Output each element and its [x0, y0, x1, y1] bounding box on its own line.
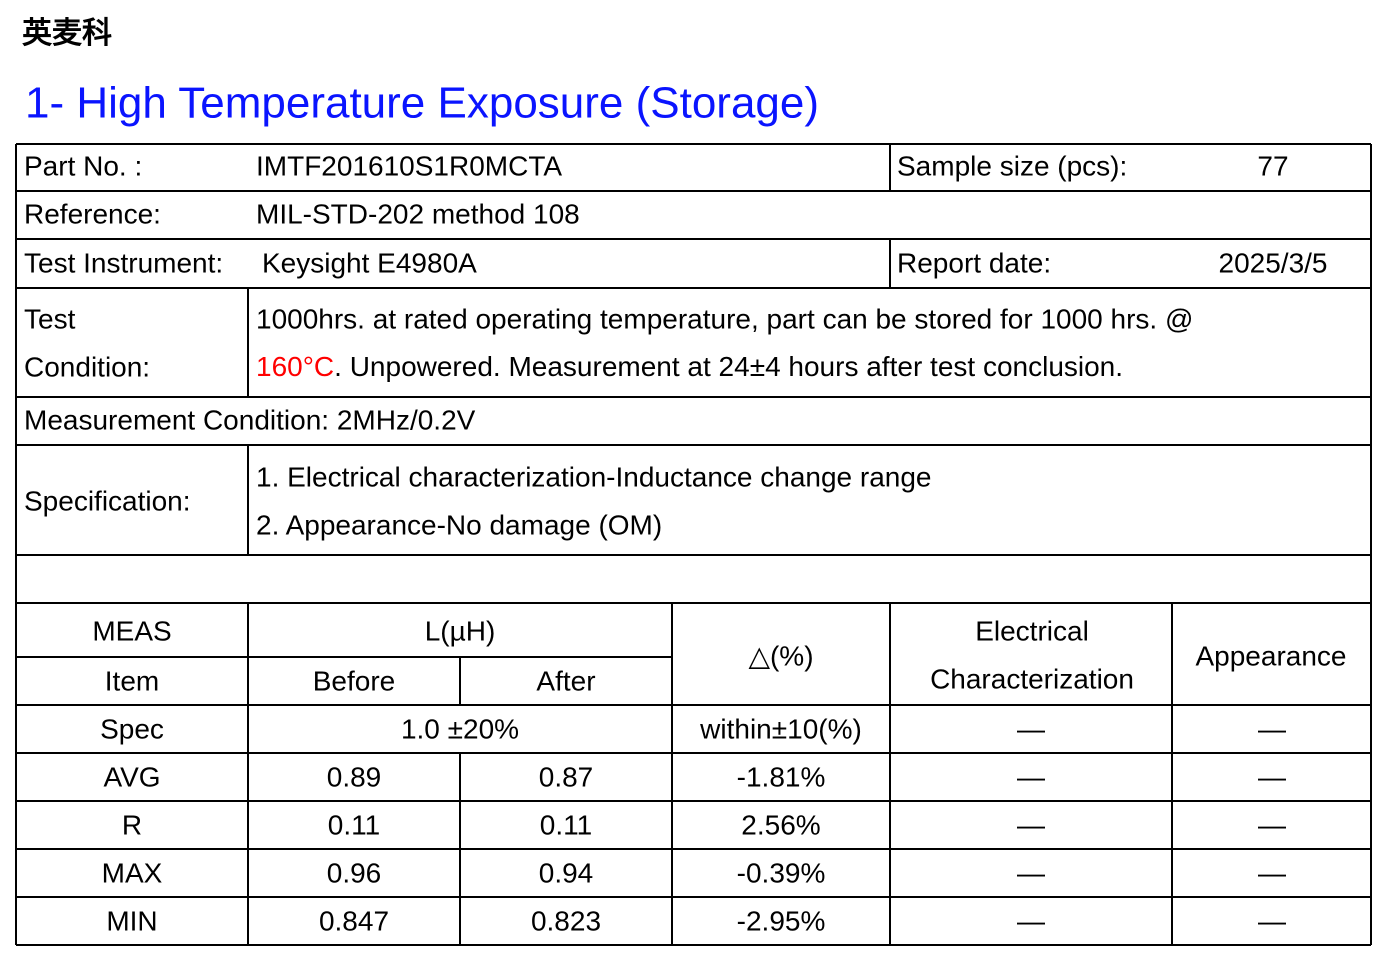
value: Keysight E4980A — [262, 247, 477, 278]
condition-line1: 1000hrs. at rated operating temperature,… — [256, 303, 1193, 334]
condition-rest: . Unpowered. Measurement at 24±4 hours a… — [334, 351, 1123, 382]
table-cell: — — [1017, 761, 1045, 792]
label: Part No. : — [24, 150, 142, 181]
table-cell: 0.11 — [328, 809, 380, 840]
table-cell: Spec — [100, 713, 164, 744]
table-cell: 0.87 — [539, 761, 594, 792]
label: Specification: — [24, 485, 191, 516]
brand: 英麦科 — [22, 17, 112, 50]
table-cell: MAX — [102, 857, 163, 888]
header-cell: Before — [313, 665, 396, 696]
table-cell: -1.81% — [737, 761, 826, 792]
table-cell: R — [122, 809, 142, 840]
header-cell: After — [536, 665, 595, 696]
title: 1- High Temperature Exposure (Storage) — [25, 79, 819, 128]
value: IMTF201610S1R0MCTA — [256, 150, 562, 181]
table-cell: -2.95% — [737, 905, 826, 936]
header-cell: Item — [105, 665, 159, 696]
table-cell: — — [1017, 905, 1045, 936]
table-cell: 2.56% — [741, 809, 820, 840]
header-cell: Appearance — [1195, 640, 1346, 671]
temperature: 160°C — [256, 351, 334, 382]
header-cell: △(%) — [748, 640, 813, 671]
value: MIL-STD-202 method 108 — [256, 198, 580, 229]
table-cell: 1.0 ±20% — [401, 713, 519, 744]
table-cell: 0.847 — [319, 905, 389, 936]
table-cell: 0.11 — [540, 809, 592, 840]
label: Sample size (pcs): — [897, 150, 1127, 181]
table-cell: AVG — [103, 761, 160, 792]
table-cell: MIN — [106, 905, 157, 936]
value: 77 — [1257, 150, 1288, 181]
header-cell: MEAS — [92, 615, 171, 646]
label: Condition: — [24, 351, 150, 382]
label: Test Instrument: — [24, 247, 223, 278]
condition-line2: 160°C. Unpowered. Measurement at 24±4 ho… — [256, 351, 1123, 382]
table-cell: 0.89 — [327, 761, 382, 792]
table-cell: 0.94 — [539, 857, 594, 888]
label: Report date: — [897, 247, 1051, 278]
spec-item: 2. Appearance-No damage (OM) — [256, 509, 662, 540]
table-cell: 0.96 — [327, 857, 382, 888]
table-cell: within±10(%) — [699, 713, 862, 744]
label: Reference: — [24, 198, 161, 229]
table-cell: 0.823 — [531, 905, 601, 936]
table-cell: — — [1017, 809, 1045, 840]
header-cell: Characterization — [930, 663, 1134, 694]
table-cell: — — [1258, 857, 1286, 888]
table-cell: — — [1258, 761, 1286, 792]
table-cell: — — [1258, 713, 1286, 744]
table-cell: -0.39% — [737, 857, 826, 888]
header-cell: Electrical — [975, 615, 1089, 646]
spec-item: 1. Electrical characterization-Inductanc… — [256, 461, 932, 492]
value: 2025/3/5 — [1219, 247, 1328, 278]
measurement-condition: Measurement Condition: 2MHz/0.2V — [24, 404, 476, 435]
header-cell: L(µH) — [425, 615, 496, 646]
table-cell: — — [1017, 857, 1045, 888]
label: Test — [24, 303, 76, 334]
table-cell: — — [1258, 809, 1286, 840]
table-cell: — — [1258, 905, 1286, 936]
table-cell: — — [1017, 713, 1045, 744]
